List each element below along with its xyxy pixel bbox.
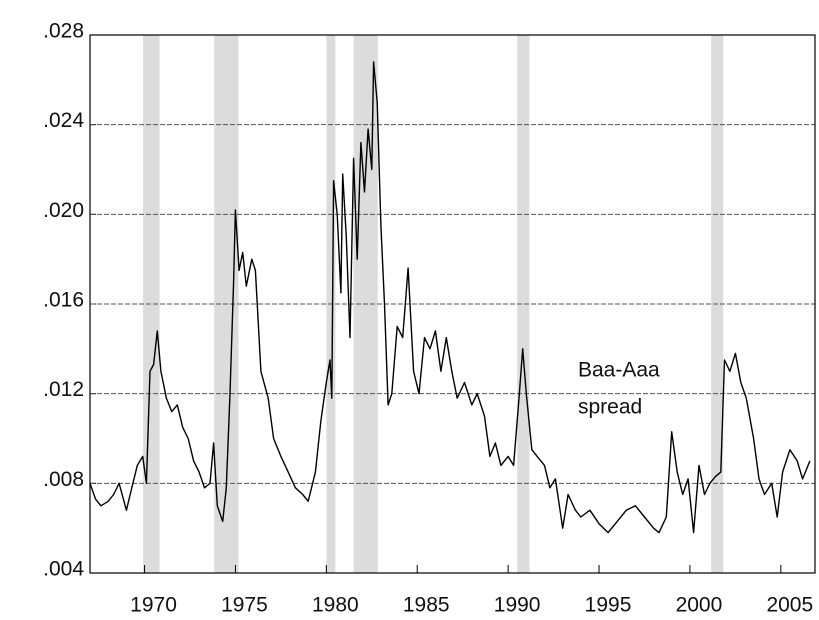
x-tick-label: 1995: [585, 594, 632, 617]
x-tick-label: 1975: [221, 594, 268, 617]
recession-band: [517, 35, 530, 573]
y-tick-label: .016: [43, 289, 84, 312]
y-tick-label: .004: [43, 558, 84, 581]
plot-frame: [89, 34, 816, 574]
y-tick-label: .028: [43, 20, 84, 43]
y-tick-label: .012: [43, 378, 84, 401]
series-line: [89, 61, 811, 534]
x-tick-label: 1985: [403, 594, 450, 617]
annotation: Baa-Aaa: [578, 359, 660, 382]
annotation: spread: [578, 396, 642, 419]
x-tick-label: 2005: [766, 594, 813, 617]
x-tick-label: 1970: [130, 594, 177, 617]
x-tick-label: 1980: [312, 594, 359, 617]
plot-layer: .004 .008 .012 .016 .020 .024 .028 1970 1975 1980…: [43, 20, 816, 617]
y-tick-label: .008: [43, 468, 84, 491]
x-tick-label: 2000: [676, 594, 723, 617]
x-tick-label: 1990: [494, 594, 541, 617]
y-tick-label: .024: [43, 109, 84, 132]
y-tick-label: .020: [43, 199, 84, 222]
